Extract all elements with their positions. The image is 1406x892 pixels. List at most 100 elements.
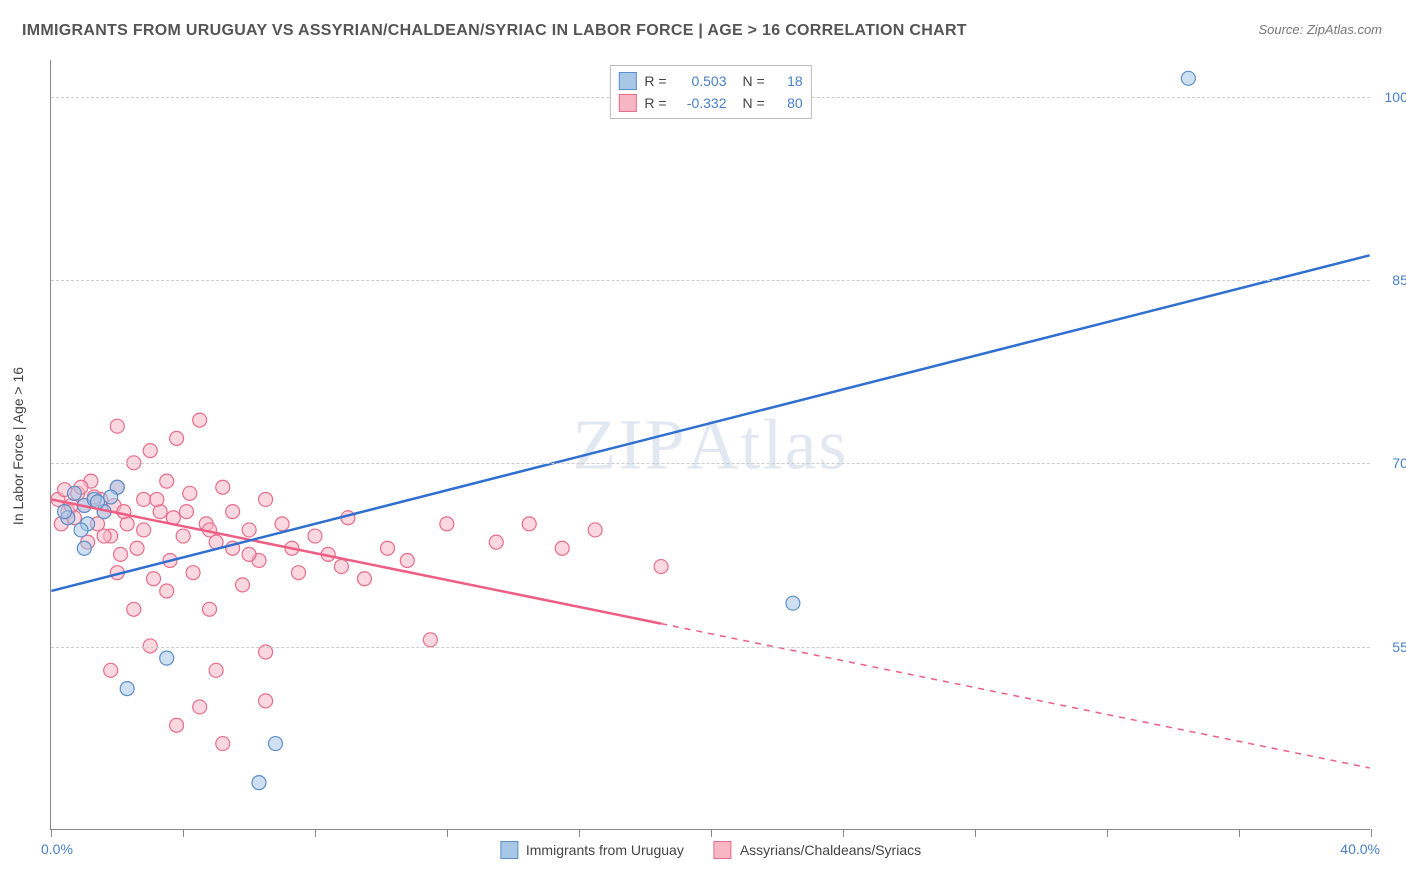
legend-item-1: Immigrants from Uruguay xyxy=(500,841,684,859)
data-point xyxy=(150,492,164,506)
swatch-blue-bottom xyxy=(500,841,518,859)
data-point xyxy=(268,737,282,751)
data-point xyxy=(588,523,602,537)
data-point xyxy=(440,517,454,531)
trend-line xyxy=(51,499,661,623)
x-tick xyxy=(843,829,844,837)
data-point xyxy=(143,444,157,458)
data-point xyxy=(117,505,131,519)
data-point xyxy=(193,700,207,714)
y-axis-title: In Labor Force | Age > 16 xyxy=(10,367,26,525)
x-tick xyxy=(1371,829,1372,837)
swatch-pink-bottom xyxy=(714,841,732,859)
data-point xyxy=(170,718,184,732)
data-point xyxy=(186,566,200,580)
series2-label: Assyrians/Chaldeans/Syriacs xyxy=(740,842,921,858)
data-point xyxy=(160,474,174,488)
data-point xyxy=(209,663,223,677)
r-label: R = xyxy=(644,73,666,89)
legend-row-series1: R = 0.503 N = 18 xyxy=(618,70,802,92)
data-point xyxy=(252,776,266,790)
y-tick-label: 55.0% xyxy=(1392,639,1406,655)
n-label: N = xyxy=(743,95,765,111)
data-point xyxy=(400,553,414,567)
data-point xyxy=(381,541,395,555)
y-tick-label: 85.0% xyxy=(1392,272,1406,288)
x-axis-max-label: 40.0% xyxy=(1340,841,1380,857)
data-point xyxy=(77,541,91,555)
data-point xyxy=(114,547,128,561)
data-point xyxy=(275,517,289,531)
gridline-h xyxy=(51,463,1370,464)
data-point xyxy=(137,492,151,506)
data-point xyxy=(120,682,134,696)
data-point xyxy=(203,602,217,616)
data-point xyxy=(423,633,437,647)
gridline-h xyxy=(51,647,1370,648)
x-axis-min-label: 0.0% xyxy=(41,841,73,857)
data-point xyxy=(259,694,273,708)
source-label: Source: ZipAtlas.com xyxy=(1258,22,1382,37)
data-point xyxy=(357,572,371,586)
x-tick xyxy=(711,829,712,837)
data-point xyxy=(489,535,503,549)
data-point xyxy=(58,505,72,519)
x-tick xyxy=(315,829,316,837)
n-label: N = xyxy=(743,73,765,89)
gridline-h xyxy=(51,280,1370,281)
x-tick xyxy=(1239,829,1240,837)
plot-svg xyxy=(51,60,1370,829)
chart-title: IMMIGRANTS FROM URUGUAY VS ASSYRIAN/CHAL… xyxy=(22,22,967,40)
r-value-2: -0.332 xyxy=(675,95,727,111)
data-point xyxy=(160,651,174,665)
x-tick xyxy=(975,829,976,837)
data-point xyxy=(183,486,197,500)
data-point xyxy=(104,490,118,504)
x-tick xyxy=(1107,829,1108,837)
trend-line xyxy=(51,255,1369,591)
data-point xyxy=(555,541,569,555)
data-point xyxy=(786,596,800,610)
data-point xyxy=(522,517,536,531)
data-point xyxy=(216,737,230,751)
swatch-pink xyxy=(618,94,636,112)
n-value-2: 80 xyxy=(773,95,803,111)
data-point xyxy=(74,523,88,537)
legend-correlation: R = 0.503 N = 18 R = -0.332 N = 80 xyxy=(609,65,811,119)
plot-area: ZIPAtlas R = 0.503 N = 18 R = -0.332 N =… xyxy=(50,60,1370,830)
data-point xyxy=(242,523,256,537)
x-tick xyxy=(447,829,448,837)
trend-line xyxy=(661,624,1370,768)
legend-series: Immigrants from Uruguay Assyrians/Chalde… xyxy=(500,841,921,859)
data-point xyxy=(308,529,322,543)
r-label: R = xyxy=(644,95,666,111)
legend-row-series2: R = -0.332 N = 80 xyxy=(618,92,802,114)
data-point xyxy=(97,529,111,543)
data-point xyxy=(216,480,230,494)
chart-container: IMMIGRANTS FROM URUGUAY VS ASSYRIAN/CHAL… xyxy=(0,0,1406,892)
data-point xyxy=(226,505,240,519)
data-point xyxy=(259,492,273,506)
x-tick xyxy=(183,829,184,837)
n-value-1: 18 xyxy=(773,73,803,89)
data-point xyxy=(1181,71,1195,85)
swatch-blue xyxy=(618,72,636,90)
data-point xyxy=(160,584,174,598)
legend-item-2: Assyrians/Chaldeans/Syriacs xyxy=(714,841,921,859)
data-point xyxy=(130,541,144,555)
data-point xyxy=(67,486,81,500)
x-tick xyxy=(579,829,580,837)
data-point xyxy=(137,523,151,537)
y-tick-label: 70.0% xyxy=(1392,455,1406,471)
data-point xyxy=(127,602,141,616)
data-point xyxy=(236,578,250,592)
data-point xyxy=(147,572,161,586)
data-point xyxy=(654,560,668,574)
series1-label: Immigrants from Uruguay xyxy=(526,842,684,858)
data-point xyxy=(193,413,207,427)
data-point xyxy=(170,431,184,445)
data-point xyxy=(292,566,306,580)
r-value-1: 0.503 xyxy=(675,73,727,89)
data-point xyxy=(104,663,118,677)
data-point xyxy=(176,529,190,543)
